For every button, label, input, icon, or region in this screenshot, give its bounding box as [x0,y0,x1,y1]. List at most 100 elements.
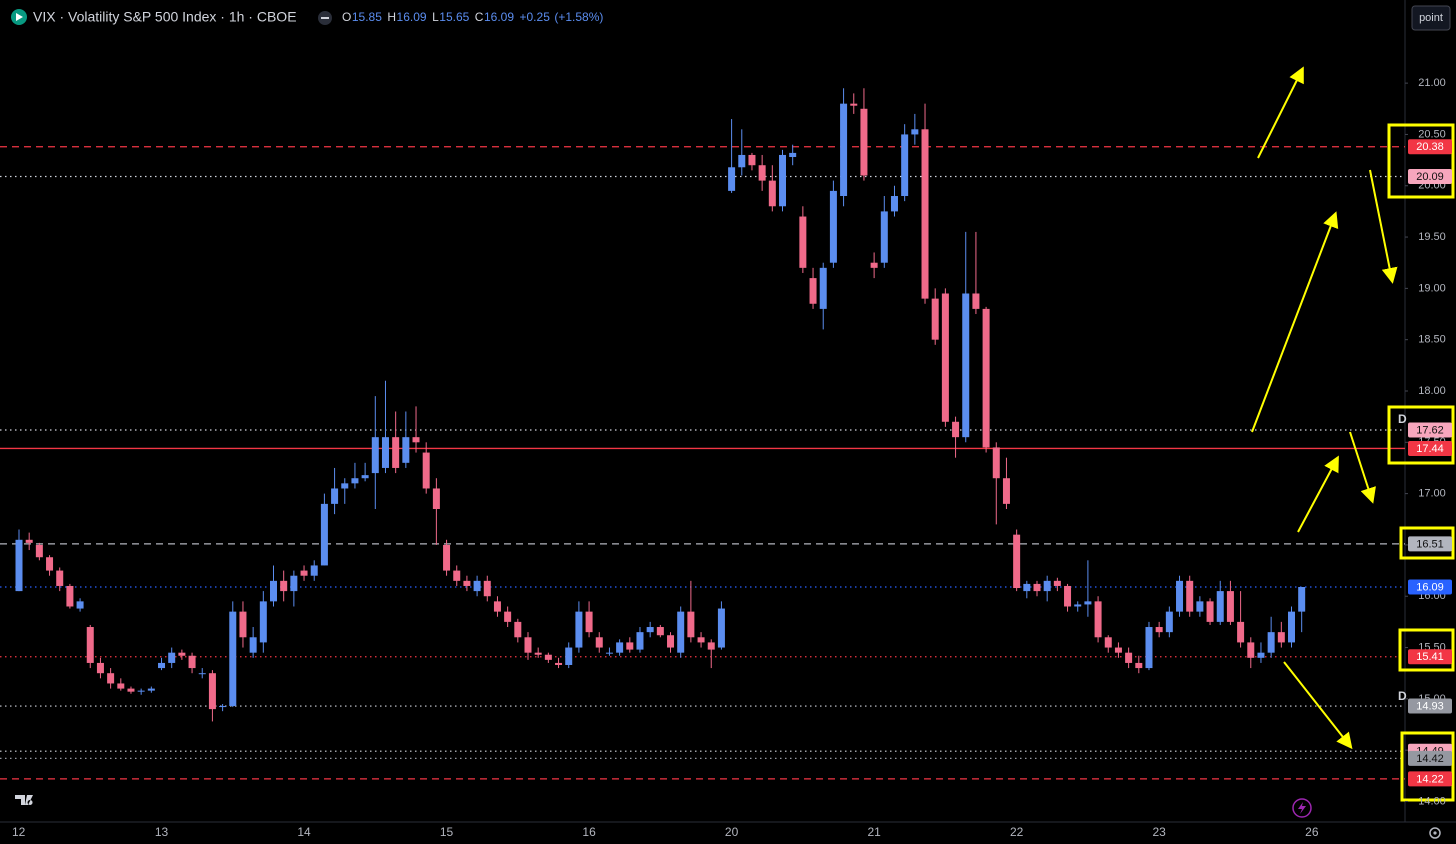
candle-body [158,662,166,669]
candle-body [585,611,593,633]
x-tick-label: 21 [867,825,881,839]
change-value: +0.25 [520,10,551,24]
level-label-bg [1408,649,1452,665]
candle-body [15,539,23,592]
candle-body [107,673,115,684]
candle-body [962,293,970,438]
candle-body [1257,652,1265,658]
candle-body [880,211,888,263]
candle-body [76,601,84,609]
candle-body [1114,647,1122,653]
settings-icon[interactable] [1429,827,1441,839]
symbol-title: VIX · Volatility S&P 500 Index · 1h · CB… [33,9,297,25]
candle-body [168,652,176,663]
candle-body [137,690,145,692]
candle-body [565,647,573,665]
candle-body [422,452,430,489]
arrow [1297,455,1339,533]
candle-body [656,627,664,636]
x-tick-label: 26 [1305,825,1319,839]
arrow [1369,169,1398,284]
level-label-bg [1408,698,1452,714]
candle-body [1002,478,1010,504]
candle-body [1186,580,1194,612]
candle-body [728,167,736,191]
candle-body [1237,621,1245,643]
candle-body [697,637,705,643]
candle-body [504,611,512,622]
level-label-bg [1408,440,1452,456]
candle-body [921,129,929,299]
level-label-bg [1408,536,1452,552]
candle-body [1145,627,1153,669]
candle-body [270,580,277,602]
point-button[interactable] [1411,5,1451,31]
candle-body [758,165,766,181]
candle-body [544,654,552,660]
candle-body [931,298,939,340]
arrow [1349,431,1376,504]
candle-body [789,152,797,158]
candle-body [229,611,237,707]
ohlc-value: 15.65 [439,10,469,24]
candle-body [768,180,776,207]
candle-body [1013,534,1021,589]
candle-body [819,267,827,309]
level-label: 14.93 [1416,700,1444,712]
candle-body [605,652,613,654]
x-tick-label: 16 [582,825,596,839]
candle-body [147,688,155,691]
level-label-bg [1408,750,1452,766]
symbol-icon-play [16,13,23,21]
candle-body [748,154,756,166]
candle-body [982,308,990,448]
ohlc-key: C [475,10,484,24]
candle-body [361,475,369,479]
y-tick-label: 18.00 [1418,385,1446,397]
candle-body [96,662,104,674]
level-label: 15.41 [1416,651,1444,663]
candle-body [1074,604,1082,607]
ohlc-value: 16.09 [397,10,427,24]
candle-body [738,154,746,168]
candle-body [219,706,227,708]
candle-body [534,652,542,655]
candle-body [911,129,919,135]
level-label: 16.51 [1416,538,1444,550]
candle-body [667,635,675,648]
level-label-bg [1408,422,1452,438]
y-tick-label: 18.50 [1418,334,1446,346]
candle-body [290,575,298,592]
candle-body [320,503,328,566]
alert-icon[interactable] [1292,798,1312,818]
candle-body [840,103,848,197]
arrow [1283,661,1353,750]
candle-body [1125,652,1133,663]
candle-body [1094,601,1102,638]
candle-body [555,662,563,665]
candle-body [901,134,909,197]
candle-body [25,539,33,543]
candle-body [616,642,624,653]
highlight-box [1400,731,1455,802]
candle-body [1226,591,1234,622]
level-label-bg [1408,771,1452,787]
highlight-box [1399,526,1455,560]
candle-body [779,154,786,207]
alert-icon-bolt [1298,802,1306,814]
candle-body [453,570,461,581]
candle-body [850,103,858,106]
candle-body [595,637,603,648]
candle-body [636,632,644,650]
candle-body [1267,632,1275,653]
x-tick-label: 13 [155,825,169,839]
candle-body [493,601,501,612]
candle-body [1247,642,1255,658]
candle-body [117,683,125,689]
candle-body [178,652,186,656]
y-tick-label: 19.50 [1418,231,1446,243]
candle-body [1053,580,1061,586]
